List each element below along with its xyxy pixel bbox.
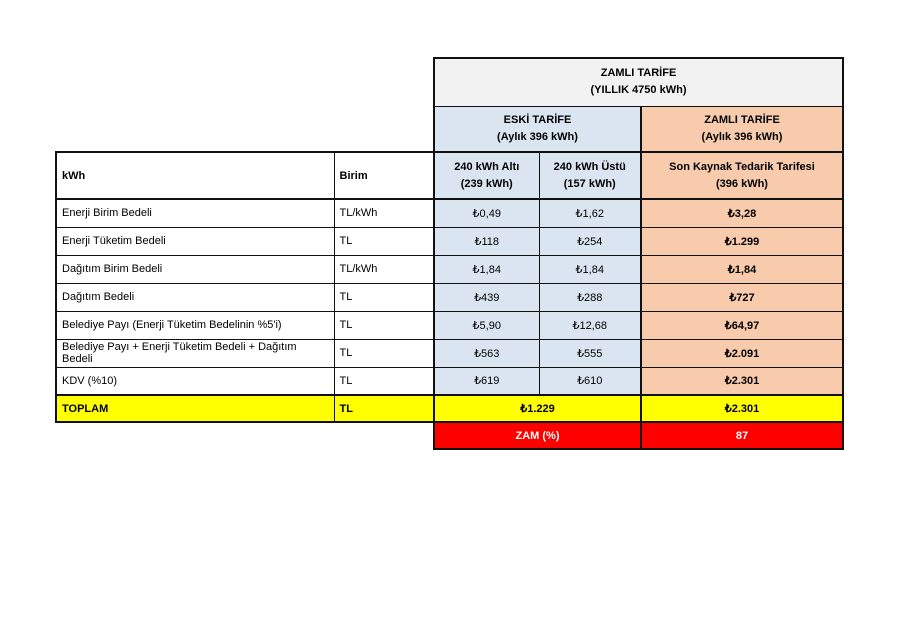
zam-label: ZAM (%) bbox=[433, 421, 642, 450]
table-row: Belediye Payı + Enerji Tüketim Bedeli + … bbox=[55, 338, 844, 368]
zamli-tarife-annual-title: ZAMLI TARİFE bbox=[600, 67, 677, 80]
blank-cell bbox=[334, 58, 434, 106]
value-new-sonkaynak: ₺3,28 bbox=[640, 198, 844, 228]
value-new-sonkaynak: ₺727 bbox=[640, 282, 844, 312]
son-kaynak-subtitle: (396 kWh) bbox=[716, 177, 768, 190]
value-old-under240: ₺563 bbox=[433, 338, 540, 368]
row-label: Enerji Birim Bedeli bbox=[55, 198, 335, 228]
total-row: TOPLAM TL ₺1.229 ₺2.301 bbox=[55, 394, 844, 423]
row-label: Belediye Payı (Enerji Tüketim Bedelinin … bbox=[55, 310, 335, 340]
eski-tarife-title: ESKİ TARİFE bbox=[503, 113, 572, 126]
over-240-column-header: 240 kWh Üstü (157 kWh) bbox=[538, 151, 642, 200]
table-row: KDV (%10) TL ₺619 ₺610 ₺2.301 bbox=[55, 366, 844, 396]
blank-cell bbox=[56, 422, 334, 449]
zamli-tarife-group-header: ZAMLI TARİFE (Aylık 396 kWh) bbox=[640, 105, 844, 153]
value-old-over240: ₺1,84 bbox=[538, 254, 642, 284]
value-old-over240: ₺12,68 bbox=[538, 310, 642, 340]
value-new-sonkaynak: ₺64,97 bbox=[640, 310, 844, 340]
row-label: Enerji Tüketim Bedeli bbox=[55, 226, 335, 256]
zam-value: 87 bbox=[640, 421, 844, 450]
row-unit: TL/kWh bbox=[333, 254, 435, 284]
table-row: Dağıtım Birim Bedeli TL/kWh ₺1,84 ₺1,84 … bbox=[55, 254, 844, 284]
blank-cell bbox=[334, 422, 434, 449]
table-row: Belediye Payı (Enerji Tüketim Bedelinin … bbox=[55, 310, 844, 340]
blank-cell bbox=[334, 106, 434, 152]
table-row: Dağıtım Bedeli TL ₺439 ₺288 ₺727 bbox=[55, 282, 844, 312]
zamli-tarife-annual-header: ZAMLI TARİFE (YILLIK 4750 kWh) bbox=[433, 57, 844, 107]
row-unit: TL/kWh bbox=[333, 198, 435, 228]
eski-tarife-group-header: ESKİ TARİFE (Aylık 396 kWh) bbox=[433, 105, 642, 153]
value-old-under240: ₺619 bbox=[433, 366, 540, 396]
toplam-old-total: ₺1.229 bbox=[433, 394, 642, 423]
value-new-sonkaynak: ₺1.299 bbox=[640, 226, 844, 256]
value-old-over240: ₺1,62 bbox=[538, 198, 642, 228]
under-240-column-header: 240 kWh Altı (239 kWh) bbox=[433, 151, 540, 200]
zamli-tarife-subtitle: (Aylık 396 kWh) bbox=[701, 130, 783, 143]
under-240-subtitle: (239 kWh) bbox=[460, 177, 513, 190]
row-unit: TL bbox=[333, 282, 435, 312]
row-label: Dağıtım Birim Bedeli bbox=[55, 254, 335, 284]
zam-row: ZAM (%) 87 bbox=[56, 421, 844, 450]
value-old-over240: ₺254 bbox=[538, 226, 642, 256]
blank-cell bbox=[56, 58, 334, 106]
eski-tarife-subtitle: (Aylık 396 kWh) bbox=[497, 130, 578, 143]
tariff-table: ZAMLI TARİFE (YILLIK 4750 kWh) ESKİ TARİ… bbox=[55, 57, 844, 450]
kwh-column-header: kWh bbox=[55, 151, 335, 200]
value-old-over240: ₺555 bbox=[538, 338, 642, 368]
row-label: KDV (%10) bbox=[55, 366, 335, 396]
value-old-under240: ₺1,84 bbox=[433, 254, 540, 284]
row-label: Belediye Payı + Enerji Tüketim Bedeli + … bbox=[55, 338, 335, 368]
row-unit: TL bbox=[333, 338, 435, 368]
under-240-title: 240 kWh Altı bbox=[454, 160, 520, 173]
value-old-under240: ₺0,49 bbox=[433, 198, 540, 228]
zamli-tarife-title: ZAMLI TARİFE bbox=[704, 113, 780, 126]
toplam-label: TOPLAM bbox=[55, 394, 335, 423]
son-kaynak-column-header: Son Kaynak Tedarik Tarifesi (396 kWh) bbox=[640, 151, 844, 200]
row-label: Dağıtım Bedeli bbox=[55, 282, 335, 312]
toplam-new-total: ₺2.301 bbox=[640, 394, 844, 423]
row-unit: TL bbox=[333, 366, 435, 396]
row-unit: TL bbox=[333, 310, 435, 340]
value-old-over240: ₺610 bbox=[538, 366, 642, 396]
value-old-under240: ₺118 bbox=[433, 226, 540, 256]
zamli-tarife-annual-subtitle: (YILLIK 4750 kWh) bbox=[590, 84, 687, 97]
value-new-sonkaynak: ₺2.091 bbox=[640, 338, 844, 368]
value-new-sonkaynak: ₺1,84 bbox=[640, 254, 844, 284]
value-new-sonkaynak: ₺2.301 bbox=[640, 366, 844, 396]
value-old-over240: ₺288 bbox=[538, 282, 642, 312]
table-row: Enerji Birim Bedeli TL/kWh ₺0,49 ₺1,62 ₺… bbox=[55, 198, 844, 228]
blank-cell bbox=[56, 106, 334, 152]
over-240-subtitle: (157 kWh) bbox=[563, 177, 616, 190]
table-row: Enerji Tüketim Bedeli TL ₺118 ₺254 ₺1.29… bbox=[55, 226, 844, 256]
value-old-under240: ₺439 bbox=[433, 282, 540, 312]
value-old-under240: ₺5,90 bbox=[433, 310, 540, 340]
son-kaynak-title: Son Kaynak Tedarik Tarifesi bbox=[669, 160, 815, 173]
over-240-title: 240 kWh Üstü bbox=[553, 160, 626, 173]
row-unit: TL bbox=[333, 226, 435, 256]
toplam-unit: TL bbox=[333, 394, 435, 423]
birim-column-header: Birim bbox=[333, 151, 435, 200]
